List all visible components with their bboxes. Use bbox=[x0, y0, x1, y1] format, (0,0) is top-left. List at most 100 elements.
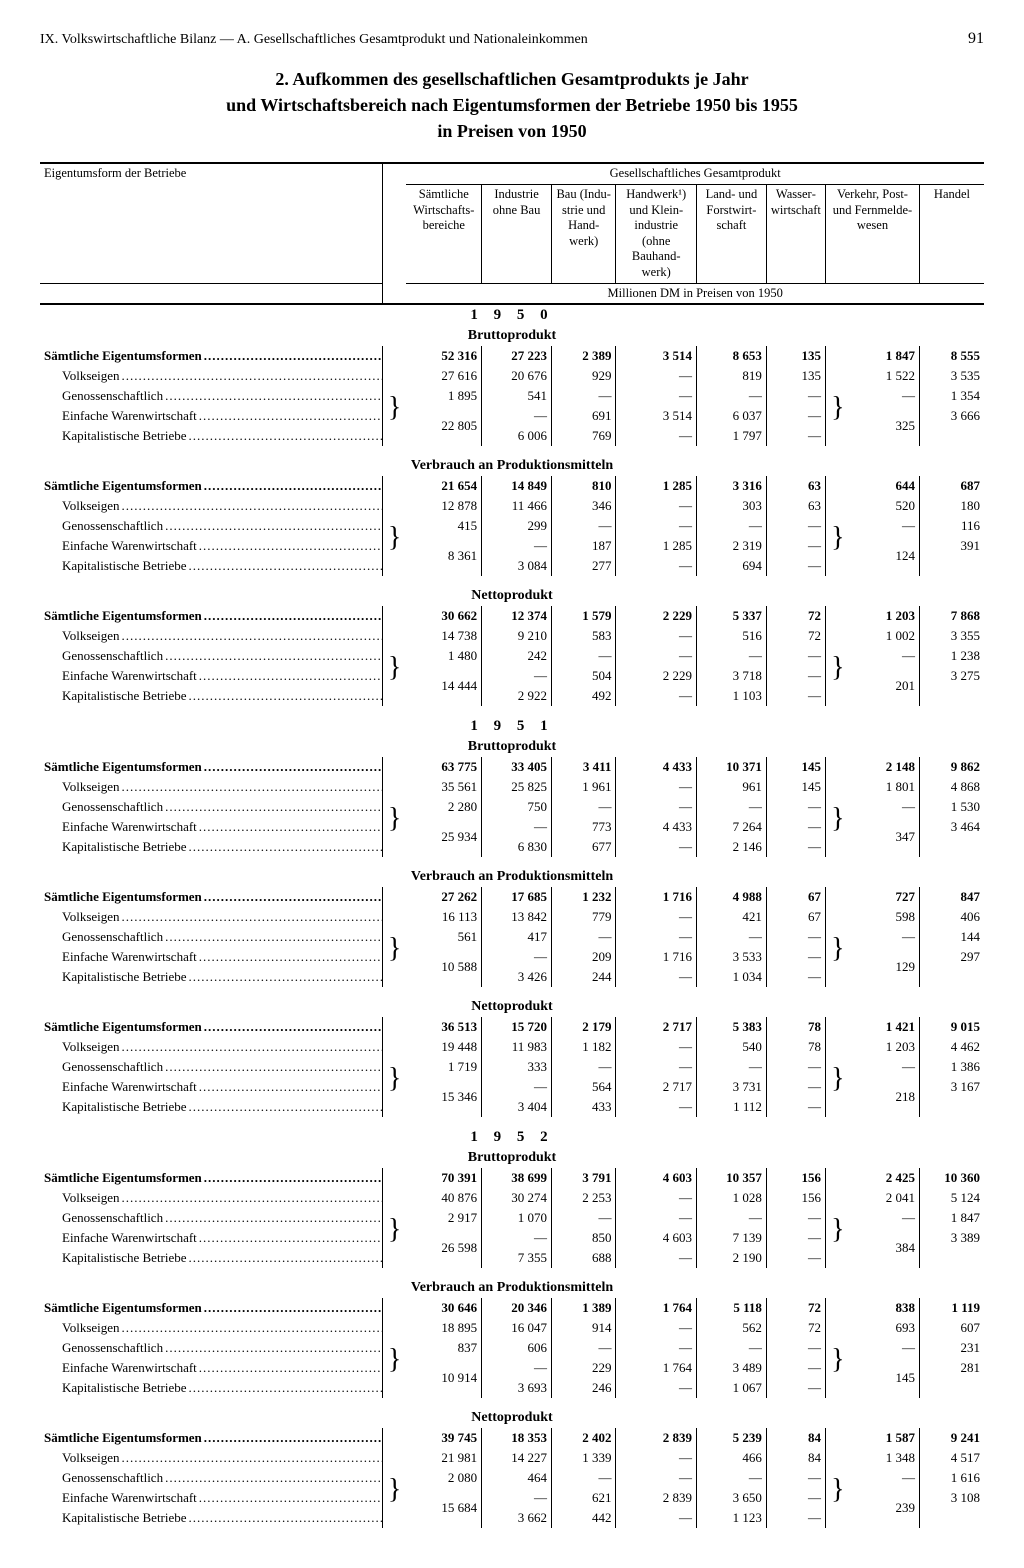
table-row: Sämtliche Eigentumsformen27 26217 6851 2… bbox=[40, 887, 984, 907]
cell: 1 203 bbox=[850, 1037, 920, 1057]
cell: 7 264 bbox=[697, 817, 767, 837]
cell: 26 598 bbox=[406, 1228, 481, 1268]
section-heading: Verbrauch an Produktionsmitteln bbox=[40, 867, 984, 887]
cell: 1 070 bbox=[482, 1208, 552, 1228]
cell: 6 830 bbox=[482, 837, 552, 857]
cell: — bbox=[616, 386, 697, 406]
row-label: Genossenschaftlich bbox=[40, 646, 382, 666]
brace-icon: } bbox=[382, 666, 406, 706]
cell bbox=[382, 1168, 406, 1188]
cell: 14 444 bbox=[406, 666, 481, 706]
row-label: Sämtliche Eigentumsformen bbox=[40, 757, 382, 777]
cell: 6 006 bbox=[482, 426, 552, 446]
row-label: Genossenschaftlich bbox=[40, 797, 382, 817]
cell: 4 603 bbox=[616, 1228, 697, 1248]
cell: — bbox=[766, 797, 825, 817]
cell bbox=[825, 366, 849, 386]
cell bbox=[919, 556, 984, 576]
cell: 39 745 bbox=[406, 1428, 481, 1448]
row-label: Genossenschaftlich bbox=[40, 1468, 382, 1488]
table-row: Volkseigen18 89516 047914—56272693607 bbox=[40, 1318, 984, 1338]
cell: 124 bbox=[850, 536, 920, 576]
table-row: Einfache Warenwirtschaft}10 914—2291 764… bbox=[40, 1358, 984, 1378]
cell: — bbox=[616, 496, 697, 516]
cell: — bbox=[850, 1208, 920, 1228]
cell: 687 bbox=[919, 476, 984, 496]
brace-icon: } bbox=[382, 817, 406, 857]
cell: 242 bbox=[482, 646, 552, 666]
cell: 12 374 bbox=[482, 606, 552, 626]
cell: 21 654 bbox=[406, 476, 481, 496]
table-row: Sämtliche Eigentumsformen70 39138 6993 7… bbox=[40, 1168, 984, 1188]
cell: — bbox=[766, 1248, 825, 1268]
cell: — bbox=[482, 947, 552, 967]
cell: — bbox=[697, 646, 767, 666]
cell: 78 bbox=[766, 1037, 825, 1057]
row-label: Volkseigen bbox=[40, 1037, 382, 1057]
cell: 2 717 bbox=[616, 1077, 697, 1097]
cell: — bbox=[850, 386, 920, 406]
cell: 15 684 bbox=[406, 1488, 481, 1528]
cell: 562 bbox=[697, 1318, 767, 1338]
table-row: Sämtliche Eigentumsformen21 65414 849810… bbox=[40, 476, 984, 496]
cell: 325 bbox=[850, 406, 920, 446]
brace-icon: } bbox=[825, 947, 849, 987]
cell bbox=[825, 496, 849, 516]
cell: 2 717 bbox=[616, 1017, 697, 1037]
cell: 540 bbox=[697, 1037, 767, 1057]
cell bbox=[825, 476, 849, 496]
cell: — bbox=[616, 1318, 697, 1338]
table-row: Volkseigen35 56125 8251 961—9611451 8014… bbox=[40, 777, 984, 797]
cell: 156 bbox=[766, 1188, 825, 1208]
cell: 598 bbox=[850, 907, 920, 927]
cell: — bbox=[766, 1468, 825, 1488]
cell: 145 bbox=[766, 777, 825, 797]
cell: 3 533 bbox=[697, 947, 767, 967]
cell: — bbox=[697, 797, 767, 817]
cell bbox=[382, 1037, 406, 1057]
cell: 5 118 bbox=[697, 1298, 767, 1318]
cell: — bbox=[766, 967, 825, 987]
cell: — bbox=[697, 927, 767, 947]
row-label: Sämtliche Eigentumsformen bbox=[40, 887, 382, 907]
cell: 299 bbox=[482, 516, 552, 536]
cell: 63 bbox=[766, 496, 825, 516]
cell: — bbox=[766, 1208, 825, 1228]
cell: — bbox=[766, 817, 825, 837]
table-row: Volkseigen21 98114 2271 339—466841 3484 … bbox=[40, 1448, 984, 1468]
cell: 1 203 bbox=[850, 606, 920, 626]
cell: 12 878 bbox=[406, 496, 481, 516]
row-label: Genossenschaftlich bbox=[40, 386, 382, 406]
section-heading: Bruttoprodukt bbox=[40, 326, 984, 346]
cell: 11 983 bbox=[482, 1037, 552, 1057]
cell: — bbox=[766, 1077, 825, 1097]
cell: — bbox=[697, 1468, 767, 1488]
cell: 2 229 bbox=[616, 666, 697, 686]
cell: 773 bbox=[551, 817, 615, 837]
cell: 16 047 bbox=[482, 1318, 552, 1338]
brace-icon: } bbox=[825, 666, 849, 706]
section-heading: Verbrauch an Produktionsmitteln bbox=[40, 456, 984, 476]
cell: 1 123 bbox=[697, 1508, 767, 1528]
cell: 1 847 bbox=[919, 1208, 984, 1228]
section-heading: Verbrauch an Produktionsmitteln bbox=[40, 1278, 984, 1298]
cell: 18 895 bbox=[406, 1318, 481, 1338]
section-heading: Nettoprodukt bbox=[40, 586, 984, 606]
cell bbox=[382, 1298, 406, 1318]
cell bbox=[825, 346, 849, 366]
cell: — bbox=[616, 797, 697, 817]
cell: — bbox=[766, 646, 825, 666]
row-label: Volkseigen bbox=[40, 626, 382, 646]
row-label: Einfache Warenwirtschaft bbox=[40, 1358, 382, 1378]
cell: 72 bbox=[766, 626, 825, 646]
cell: 1 764 bbox=[616, 1358, 697, 1378]
cell: 9 241 bbox=[919, 1428, 984, 1448]
cell: 7 355 bbox=[482, 1248, 552, 1268]
cell: — bbox=[766, 386, 825, 406]
brace-icon: } bbox=[382, 1358, 406, 1398]
cell: 67 bbox=[766, 887, 825, 907]
cell: 1 067 bbox=[697, 1378, 767, 1398]
cell bbox=[382, 626, 406, 646]
cell: 1 103 bbox=[697, 686, 767, 706]
cell: — bbox=[850, 1057, 920, 1077]
